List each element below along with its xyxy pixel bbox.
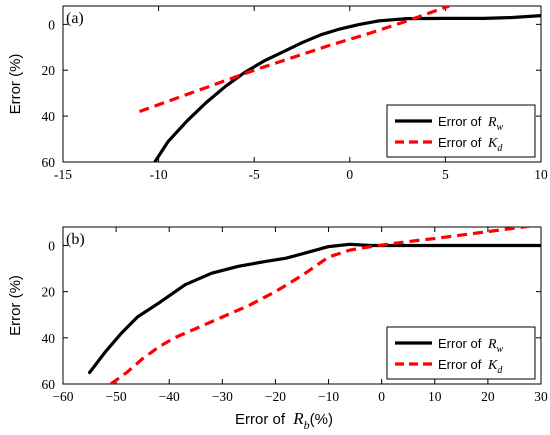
panel-a-plot-area (138, 6, 541, 162)
panel-b-xtick-label: −50 (106, 389, 127, 404)
panel-b-xtick-label: −60 (52, 389, 73, 404)
panel-b-ytick-label: 60 (42, 377, 56, 392)
panel-b-ytick-label: 40 (42, 331, 56, 346)
panel-a-panel-label: (a) (66, 10, 84, 27)
panel-b-xtick-label: −30 (212, 389, 233, 404)
panel-a-xtick-label: 0 (346, 167, 353, 182)
panel-b-plot-area (88, 227, 541, 384)
panel-b-xlabel: Error of Rb(%) (235, 409, 333, 432)
panel-a-legend-box (386, 104, 536, 158)
panel-b-xtick-label: −20 (265, 389, 286, 404)
panel-a-xtick-label: 10 (534, 167, 548, 182)
panel-b-series-Rw-line (88, 242, 541, 375)
panel-b-legend-label: Error of Kd (438, 357, 503, 376)
panel-b-xtick-label: 0 (378, 389, 385, 404)
panel-a-legend-item-Kd: Error of Kd (395, 135, 503, 154)
panel-a-legend-label: Error of Kd (438, 135, 503, 154)
panel-a-legend: Error of Rw Error of Kd (386, 104, 536, 158)
panel-b-panel-label: (b) (66, 231, 85, 248)
panel-a-legend-label: Error of Rw (438, 114, 504, 133)
panel-a-series-Rw-line (153, 14, 541, 162)
panel-b: −60 −50 −40 −30 −20 −10 0 10 20 30 0 20 40 60 Error (%… (7, 226, 548, 432)
panel-a-ytick-label: 60 (42, 155, 56, 170)
panel-a-legend-item-Rw: Error of Rw (395, 114, 504, 133)
panel-b-xtick-label: 10 (428, 389, 442, 404)
panel-a-xtick-label: 5 (442, 167, 449, 182)
panel-b-xtick-label: 30 (534, 389, 548, 404)
panel-b-axes-box (62, 226, 542, 385)
panel-b-ytick-label: 0 (48, 238, 55, 253)
panel-a-axes-box (62, 5, 542, 163)
panel-a-ytick-label: 40 (42, 109, 56, 124)
panel-a-series-Kd-line (138, 6, 450, 114)
panel-a: -15 -10 -5 0 5 10 0 20 40 60 Error (%) (a) Error of … (7, 5, 548, 182)
panel-a-ylabel: Error (%) (7, 54, 24, 115)
panel-b-legend-label: Error of Rw (438, 336, 504, 355)
panel-b-legend-item-Rw: Error of Rw (395, 336, 504, 355)
panel-b-xtick-label: −40 (159, 389, 180, 404)
panel-b-legend-item-Kd: Error of Kd (395, 357, 503, 376)
panel-b-xtick-label: 20 (481, 389, 495, 404)
panel-b-xtick-label: −10 (318, 389, 339, 404)
panel-b-legend-box (386, 326, 536, 380)
panel-a-xtick-label: -5 (249, 167, 260, 182)
panel-a-ytick-label: 20 (42, 63, 56, 78)
panel-b-ylabel: Error (%) (7, 275, 24, 336)
panel-a-xtick-label: -15 (54, 167, 72, 182)
panel-b-ytick-label: 20 (42, 285, 56, 300)
panel-b-legend: Error of Rw Error of Kd (386, 326, 536, 380)
panel-a-xtick-label: -10 (150, 167, 168, 182)
panel-a-ytick-label: 0 (48, 17, 55, 32)
